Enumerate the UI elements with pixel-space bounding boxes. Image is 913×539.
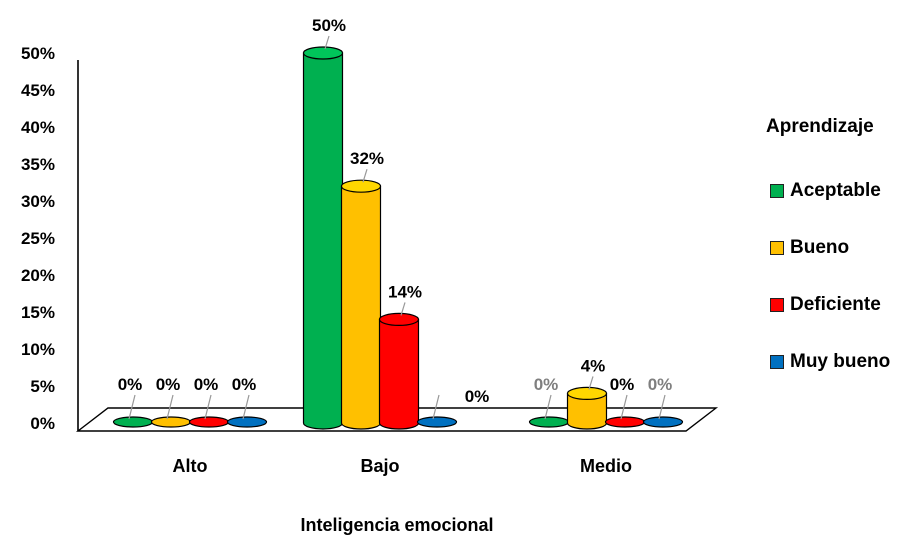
bar	[642, 416, 684, 428]
x-category-label: Alto	[173, 456, 208, 476]
bar	[340, 179, 382, 430]
legend-swatch	[770, 240, 784, 255]
leader-line	[166, 394, 174, 420]
legend-item: Muy bueno	[770, 347, 890, 376]
data-label: 0%	[118, 375, 143, 394]
data-label: 0%	[232, 375, 257, 394]
leader-line	[324, 35, 330, 50]
x-category-label: Bajo	[360, 456, 399, 476]
legend-swatch	[770, 354, 784, 369]
data-label: 14%	[388, 282, 422, 301]
leader-line	[128, 394, 136, 420]
y-tick-label: 30%	[21, 192, 55, 211]
x-axis-title: Inteligencia emocional	[300, 515, 493, 535]
leader-line	[400, 302, 406, 316]
bar	[604, 416, 646, 428]
y-tick-label: 10%	[21, 340, 55, 359]
data-label: 50%	[312, 16, 346, 35]
data-label: 0%	[465, 387, 490, 406]
data-label: 32%	[350, 149, 384, 168]
x-category-label: Medio	[580, 456, 632, 476]
y-tick-label: 40%	[21, 118, 55, 137]
bar	[150, 416, 192, 428]
leader-line	[204, 394, 212, 420]
legend-label: Bueno	[790, 236, 850, 258]
y-tick-label: 15%	[21, 303, 55, 322]
data-label: 0%	[648, 375, 673, 394]
legend-swatch	[770, 183, 784, 198]
bar	[188, 416, 230, 428]
y-tick-label: 0%	[30, 414, 55, 433]
bar	[566, 386, 608, 430]
data-label: 0%	[534, 375, 559, 394]
leader-line	[620, 394, 628, 420]
legend: Aceptable Bueno Deficiente Muy bueno	[770, 176, 890, 404]
legend-label: Muy bueno	[790, 350, 891, 372]
bar	[302, 46, 344, 430]
legend-item: Deficiente	[770, 290, 890, 319]
y-tick-label: 5%	[30, 377, 55, 396]
legend-label: Deficiente	[790, 293, 881, 315]
legend-title: Aprendizaje	[766, 116, 874, 137]
y-tick-label: 50%	[21, 44, 55, 63]
data-label: 0%	[156, 375, 181, 394]
bar	[528, 416, 570, 428]
data-label: 0%	[610, 375, 635, 394]
y-tick-label: 20%	[21, 266, 55, 285]
data-label: 0%	[194, 375, 219, 394]
legend-label: Aceptable	[790, 179, 881, 201]
bar	[416, 416, 458, 428]
y-tick-label: 25%	[21, 229, 55, 248]
legend-item: Bueno	[770, 233, 890, 262]
bar	[112, 416, 154, 428]
legend-item: Aceptable	[770, 176, 890, 205]
leader-line	[544, 394, 552, 420]
data-label: 4%	[581, 356, 606, 375]
y-tick-label: 35%	[21, 155, 55, 174]
leader-line	[362, 169, 368, 183]
y-tick-label: 45%	[21, 81, 55, 100]
leader-line	[242, 394, 250, 420]
legend-swatch	[770, 297, 784, 312]
leader-line	[588, 376, 594, 390]
leader-line	[432, 394, 440, 420]
leader-line	[658, 394, 666, 420]
bar	[226, 416, 268, 428]
bar	[378, 312, 420, 430]
